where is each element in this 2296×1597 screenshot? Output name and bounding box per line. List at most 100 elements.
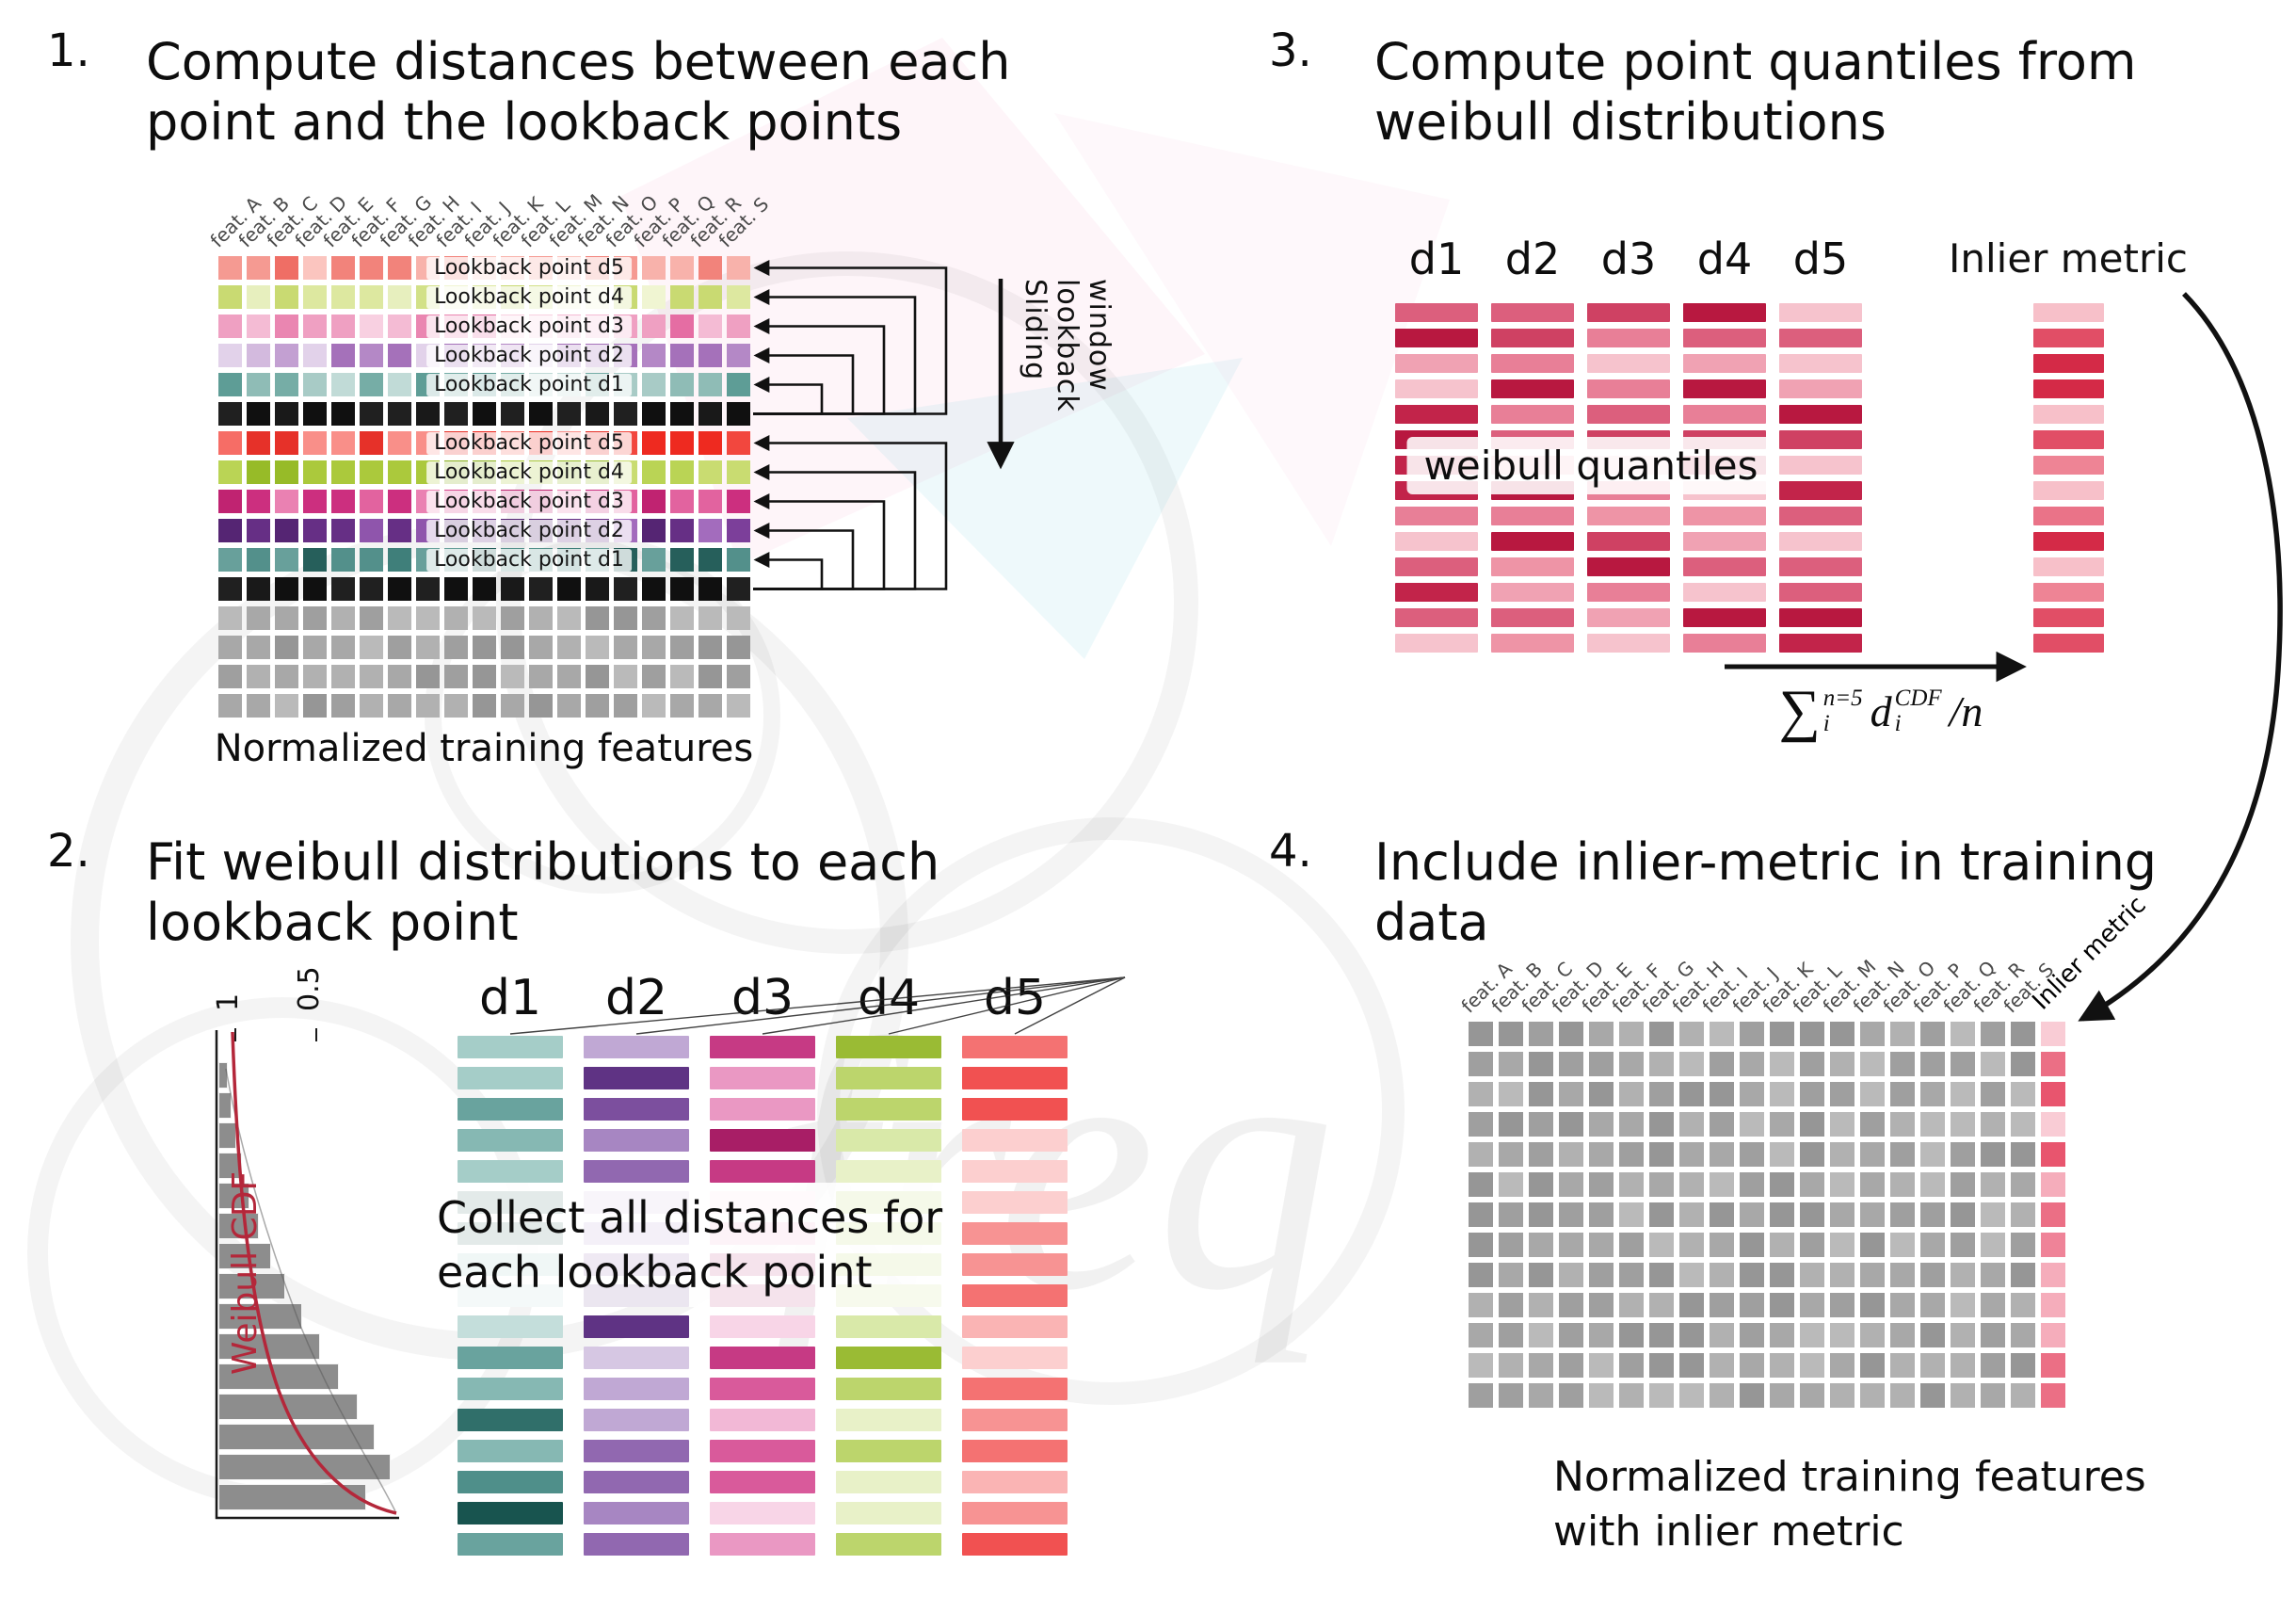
feature-cell (1619, 1202, 1644, 1227)
step-3-title-line2: weibull distributions (1374, 92, 1887, 152)
feature-cell (360, 315, 383, 338)
feature-cell (218, 606, 242, 630)
feature-cell (1710, 1353, 1734, 1378)
step-1-number: 1. (47, 24, 90, 77)
feature-cell (2011, 1082, 2035, 1106)
quantile-bar (1395, 405, 1478, 424)
inlier-metric-bar (2033, 634, 2104, 653)
histogram-bar (218, 1273, 285, 1299)
distance-bar (458, 1315, 563, 1338)
feature-cell (1649, 1263, 1674, 1287)
feature-cell (1951, 1112, 1975, 1137)
feature-cell (1830, 1022, 1854, 1046)
feature-cell (698, 431, 722, 455)
feature-cell (586, 577, 609, 601)
feature-cell (218, 636, 242, 659)
feature-cell (1559, 1142, 1583, 1167)
feature-cell (727, 373, 750, 396)
distance-bar (458, 1347, 563, 1369)
quantile-bar (1491, 608, 1574, 627)
feature-cell (1981, 1293, 2005, 1317)
feature-cell (1529, 1172, 1553, 1197)
feature-cell (2011, 1233, 2035, 1257)
distance-bar (836, 1533, 941, 1556)
inlier-metric-cell (2041, 1263, 2065, 1287)
feature-cell (275, 490, 298, 513)
feature-cell (614, 577, 637, 601)
histogram-bar (218, 1062, 228, 1089)
feature-cell (698, 636, 722, 659)
feature-cell (1981, 1263, 2005, 1287)
lookback-row-label: Lookback point d2 (426, 520, 632, 542)
inlier-metric-bar (2033, 303, 2104, 322)
feature-cell (388, 694, 411, 718)
feature-cell (670, 519, 694, 542)
feature-cell (1710, 1293, 1734, 1317)
feature-cell (303, 548, 327, 572)
feature-cell (1800, 1082, 1824, 1106)
feature-cell (1830, 1172, 1854, 1197)
feature-cell (388, 431, 411, 455)
feature-cell (1800, 1323, 1824, 1347)
feature-cell (1770, 1022, 1794, 1046)
feature-cell (416, 665, 440, 688)
feature-cell (388, 636, 411, 659)
feature-cell (1499, 1263, 1523, 1287)
feature-cell (1951, 1022, 1975, 1046)
feature-cell (670, 606, 694, 630)
feature-cell (1589, 1233, 1614, 1257)
quantile-bar (1395, 557, 1478, 576)
lookback-row-label: Lookback point d4 (426, 461, 632, 484)
quantile-bar (1587, 532, 1670, 551)
feature-cell (1679, 1202, 1704, 1227)
feature-cell (218, 665, 242, 688)
feature-cell (331, 665, 355, 688)
inlier-metric-bar (2033, 583, 2104, 602)
feature-cell (331, 344, 355, 367)
feature-cell (1770, 1323, 1794, 1347)
feature-cell (586, 694, 609, 718)
feature-cell (1559, 1383, 1583, 1408)
feature-cell (331, 373, 355, 396)
feature-cell (1770, 1293, 1794, 1317)
distance-bar (710, 1098, 815, 1121)
feature-cell (529, 606, 553, 630)
distance-bar (962, 1347, 1068, 1369)
sliding-label-word: Sliding (1019, 279, 1052, 381)
distance-bar (962, 1440, 1068, 1462)
quantile-bar (1491, 405, 1574, 424)
sum-upper-limit: n=5 (1822, 686, 1863, 711)
quantile-bar (1491, 507, 1574, 525)
feature-cell (1589, 1353, 1614, 1378)
distance-bar (962, 1160, 1068, 1183)
feature-cell (1469, 1082, 1493, 1106)
feature-cell (727, 519, 750, 542)
weibull-quantiles-overlay: weibull quantiles (1406, 437, 1775, 494)
quantile-bar (1779, 329, 1862, 347)
feature-cell (529, 665, 553, 688)
feature-cell (1559, 1353, 1583, 1378)
feature-cell (1529, 1052, 1553, 1076)
feature-cell (303, 344, 327, 367)
feature-cell (247, 285, 270, 309)
feature-cell (1740, 1082, 1764, 1106)
feature-cell (473, 577, 496, 601)
feature-cell (1710, 1383, 1734, 1408)
histogram-bar (218, 1243, 271, 1269)
feature-cell (1800, 1293, 1824, 1317)
feature-cell (1890, 1263, 1915, 1287)
feature-cell (1649, 1172, 1674, 1197)
distance-bar (458, 1129, 563, 1152)
distance-bar (584, 1533, 689, 1556)
distance-bar (584, 1347, 689, 1369)
histogram-bar (218, 1183, 249, 1209)
collect-distances-line1: Collect all distances for (437, 1192, 943, 1243)
sum-lower-limit: i (1822, 711, 1830, 736)
feature-cell (275, 285, 298, 309)
feature-cell (1770, 1082, 1794, 1106)
feature-cell (1740, 1233, 1764, 1257)
histogram-bar (218, 1333, 320, 1360)
feature-cell (557, 665, 581, 688)
feature-cell (1589, 1172, 1614, 1197)
distance-column-header-d4: d4 (857, 970, 921, 1026)
